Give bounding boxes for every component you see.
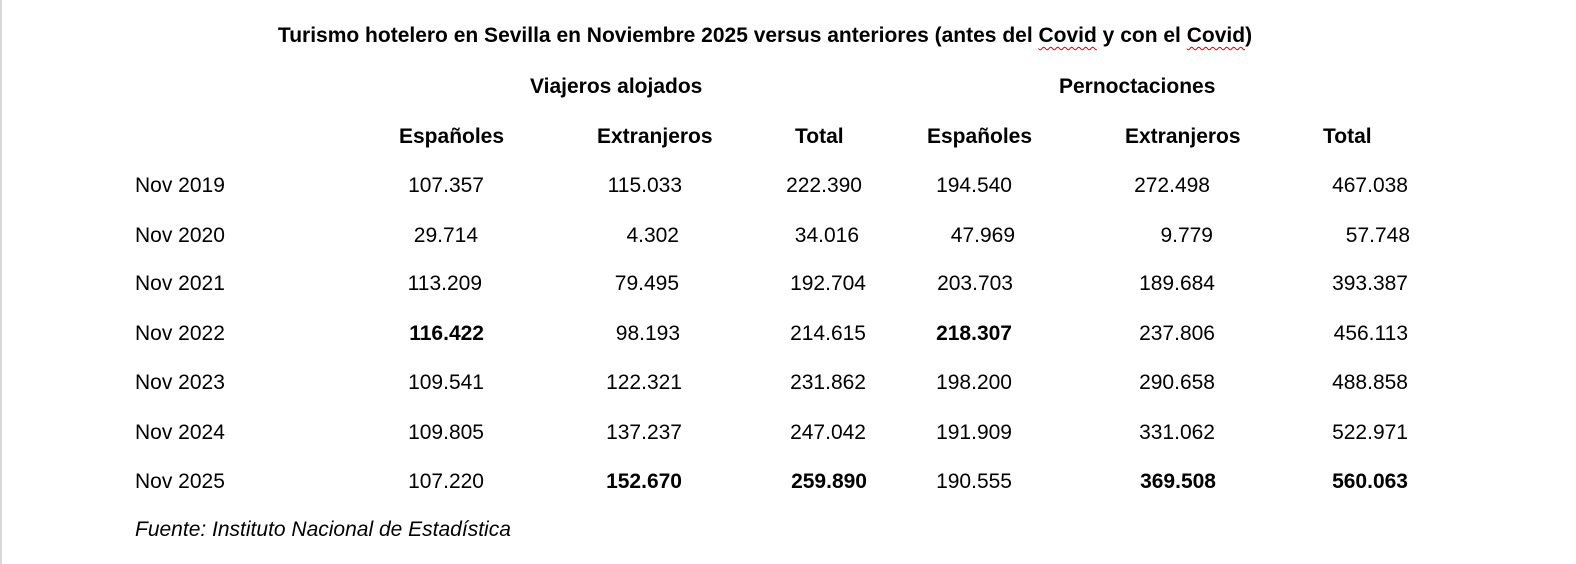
cell-pernoctaciones-extranjeros: 272.498	[1134, 174, 1210, 197]
cell-pernoctaciones-total: 393.387	[1332, 272, 1408, 295]
cell-pernoctaciones-extranjeros: 369.508	[1140, 470, 1216, 493]
cell-viajeros-total: 231.862	[790, 371, 866, 394]
source-note: Fuente: Instituto Nacional de Estadístic…	[135, 518, 511, 541]
group-header-pernoctaciones: Pernoctaciones	[1059, 75, 1216, 98]
cell-viajeros-espanoles: 107.357	[408, 174, 484, 197]
cell-viajeros-extranjeros: 115.033	[607, 174, 682, 197]
cell-viajeros-total: 222.390	[786, 174, 862, 197]
row-label: Nov 2021	[135, 272, 225, 295]
column-header-pernoctaciones-total: Total	[1323, 125, 1372, 148]
column-header-pernoctaciones-extranjeros: Extranjeros	[1125, 125, 1241, 148]
cell-viajeros-extranjeros: 152.670	[606, 470, 682, 493]
cell-pernoctaciones-total: 467.038	[1332, 174, 1408, 197]
cell-pernoctaciones-espanoles: 198.200	[936, 371, 1012, 394]
page-left-edge	[0, 0, 2, 564]
table-row: Nov 2020 29.714 4.302 34.016 47.969 9.77…	[0, 224, 1576, 254]
cell-pernoctaciones-total: 57.748	[1345, 224, 1410, 247]
row-label: Nov 2022	[135, 322, 225, 345]
cell-viajeros-extranjeros: 122.321	[606, 371, 682, 394]
cell-viajeros-espanoles: 107.220	[408, 470, 484, 493]
row-label: Nov 2020	[135, 224, 225, 247]
table-row: Nov 2023 109.541 122.321 231.862 198.200…	[0, 371, 1576, 401]
cell-pernoctaciones-espanoles: 190.555	[936, 470, 1012, 493]
table-row: Nov 2019 107.357 115.033 222.390 194.540…	[0, 174, 1576, 204]
cell-viajeros-total: 34.016	[794, 224, 859, 247]
cell-viajeros-espanoles: 109.541	[408, 371, 484, 394]
cell-viajeros-extranjeros: 4.302	[626, 224, 679, 247]
cell-viajeros-total: 247.042	[790, 421, 866, 444]
cell-viajeros-espanoles: 113.209	[407, 272, 482, 295]
row-label: Nov 2019	[135, 174, 225, 197]
cell-pernoctaciones-espanoles: 194.540	[936, 174, 1012, 197]
cell-viajeros-total: 259.890	[791, 470, 867, 493]
cell-pernoctaciones-total: 456.113	[1333, 322, 1408, 345]
cell-viajeros-espanoles: 116.422	[409, 322, 484, 345]
row-label: Nov 2024	[135, 421, 225, 444]
title-suffix: )	[1245, 24, 1253, 47]
table-row: Nov 2025 107.220 152.670 259.890 190.555…	[0, 470, 1576, 500]
title-covid-word-2[interactable]: Covid	[1186, 24, 1246, 47]
title-covid-word-1[interactable]: Covid	[1038, 24, 1097, 47]
column-header-pernoctaciones-espanoles: Españoles	[927, 125, 1033, 148]
cell-pernoctaciones-extranjeros: 189.684	[1139, 272, 1215, 295]
cell-pernoctaciones-extranjeros: 237.806	[1139, 322, 1215, 345]
column-header-viajeros-espanoles: Españoles	[399, 125, 505, 148]
group-header-viajeros: Viajeros alojados	[530, 75, 703, 98]
column-header-viajeros-total: Total	[795, 125, 844, 148]
cell-viajeros-extranjeros: 137.237	[606, 421, 682, 444]
cell-pernoctaciones-extranjeros: 9.779	[1160, 224, 1213, 247]
cell-pernoctaciones-espanoles: 191.909	[936, 421, 1012, 444]
cell-pernoctaciones-extranjeros: 331.062	[1139, 421, 1215, 444]
cell-pernoctaciones-total: 488.858	[1332, 371, 1408, 394]
column-header-viajeros-extranjeros: Extranjeros	[597, 125, 713, 148]
table-title: Turismo hotelero en Sevilla en Noviembre…	[0, 24, 1530, 48]
cell-viajeros-espanoles: 29.714	[413, 224, 478, 247]
cell-viajeros-extranjeros: 98.193	[615, 322, 680, 345]
cell-viajeros-total: 214.615	[790, 322, 866, 345]
cell-pernoctaciones-espanoles: 218.307	[936, 322, 1012, 345]
cell-viajeros-espanoles: 109.805	[408, 421, 484, 444]
table-row: Nov 2024 109.805 137.237 247.042 191.909…	[0, 421, 1576, 451]
cell-pernoctaciones-espanoles: 47.969	[950, 224, 1015, 247]
cell-pernoctaciones-extranjeros: 290.658	[1139, 371, 1215, 394]
row-label: Nov 2025	[135, 470, 225, 493]
row-label: Nov 2023	[135, 371, 225, 394]
title-prefix: Turismo hotelero en Sevilla en Noviembre…	[277, 24, 1039, 47]
cell-pernoctaciones-total: 560.063	[1332, 470, 1408, 493]
cell-viajeros-extranjeros: 79.495	[614, 272, 679, 295]
cell-pernoctaciones-total: 522.971	[1332, 421, 1408, 444]
cell-pernoctaciones-espanoles: 203.703	[937, 272, 1013, 295]
table-row: Nov 2022 116.422 98.193 214.615 218.307 …	[0, 322, 1576, 352]
title-middle: y con el	[1096, 24, 1187, 47]
table-row: Nov 2021 113.209 79.495 192.704 203.703 …	[0, 272, 1576, 302]
cell-viajeros-total: 192.704	[790, 272, 866, 295]
